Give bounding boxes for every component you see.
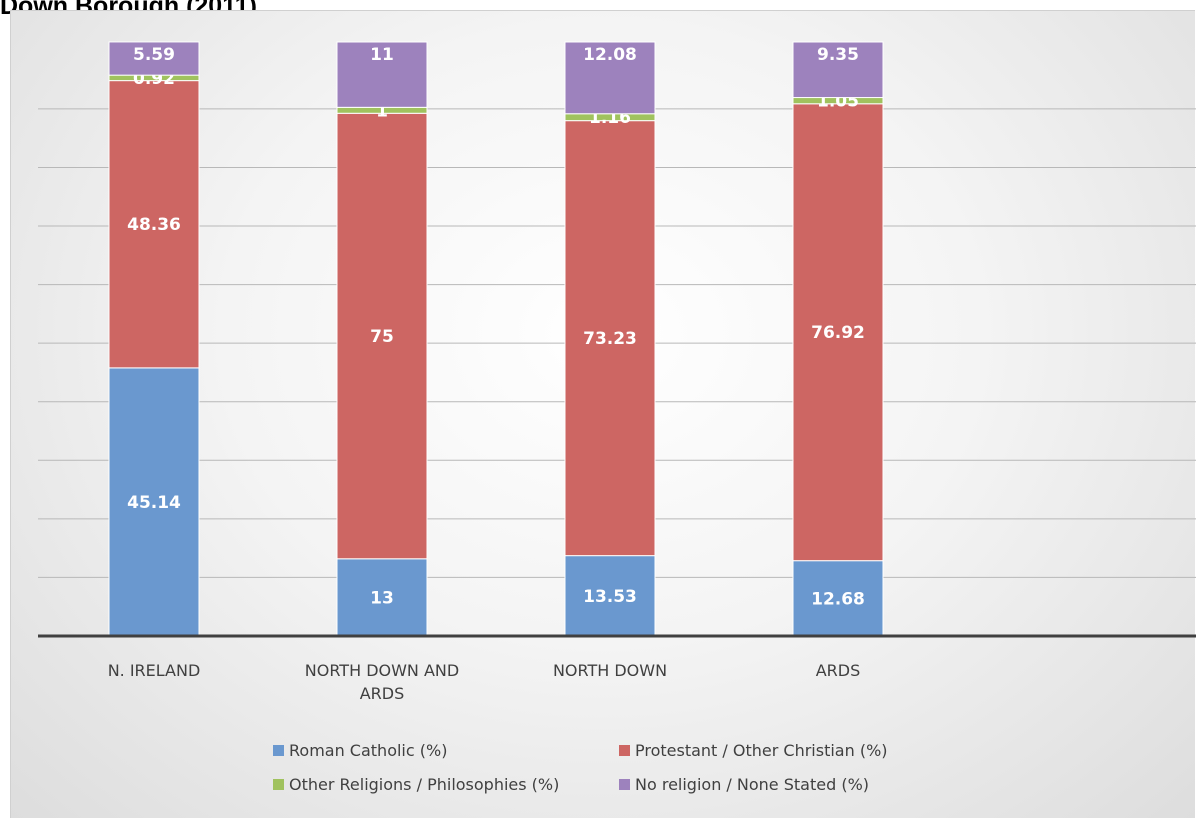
bar-segment-no-religion xyxy=(108,41,200,76)
data-label-no-religion: 5.59 xyxy=(133,45,175,65)
category-label: ARDS xyxy=(360,684,405,703)
data-label-protestant: 48.36 xyxy=(127,215,181,235)
legend-label: Roman Catholic (%) xyxy=(289,741,448,760)
legend-label: Other Religions / Philosophies (%) xyxy=(289,775,560,794)
bar-segment-protestant xyxy=(564,120,656,557)
bar-segment-protestant xyxy=(792,103,884,562)
legend-item-protestant: Protestant / Other Christian (%) xyxy=(619,741,888,760)
category-label: ARDS xyxy=(816,661,861,680)
data-label-no-religion: 11 xyxy=(370,45,394,65)
category-label: NORTH DOWN xyxy=(553,661,667,680)
legend-swatch xyxy=(619,779,630,790)
data-label-roman-catholic: 13.53 xyxy=(583,587,637,607)
data-label-no-religion: 12.08 xyxy=(583,45,637,65)
category-label: NORTH DOWN AND xyxy=(305,661,459,680)
data-label-roman-catholic: 12.68 xyxy=(811,589,865,609)
legend-swatch xyxy=(273,745,284,756)
chart-panel: 45.14 48.36 0.92 5.59 N. IRELAND 13 75 1 11 NORTH… xyxy=(10,10,1196,821)
bar-segment-roman-catholic xyxy=(792,560,884,637)
legend-swatch xyxy=(273,779,284,790)
data-label-protestant: 73.23 xyxy=(583,329,637,349)
category-label: N. IRELAND xyxy=(108,661,201,680)
legend-item-other-religions: Other Religions / Philosophies (%) xyxy=(273,775,559,794)
bar-segment-roman-catholic xyxy=(336,558,428,637)
bar-segment-no-religion xyxy=(336,41,428,108)
legend-label: No religion / None Stated (%) xyxy=(635,775,870,794)
bar-segment-protestant xyxy=(336,112,428,560)
legend-item-roman-catholic: Roman Catholic (%) xyxy=(273,741,447,760)
chart-legend: Roman Catholic (%) Protestant / Other Chr… xyxy=(273,741,973,821)
bar-segment-no-religion xyxy=(564,41,656,115)
bar-segment-roman-catholic xyxy=(108,367,200,637)
bar-segment-protestant xyxy=(108,80,200,369)
legend-label: Protestant / Other Christian (%) xyxy=(635,741,888,760)
bar-segment-no-religion xyxy=(792,41,884,99)
data-label-other-religions: 1 xyxy=(376,101,388,121)
data-label-protestant: 76.92 xyxy=(811,323,865,343)
legend-swatch xyxy=(619,745,630,756)
data-label-no-religion: 9.35 xyxy=(817,45,859,65)
data-label-roman-catholic: 45.14 xyxy=(127,493,181,513)
data-label-protestant: 75 xyxy=(370,327,394,347)
legend-item-no-religion: No religion / None Stated (%) xyxy=(619,775,869,794)
data-label-roman-catholic: 13 xyxy=(370,588,394,608)
